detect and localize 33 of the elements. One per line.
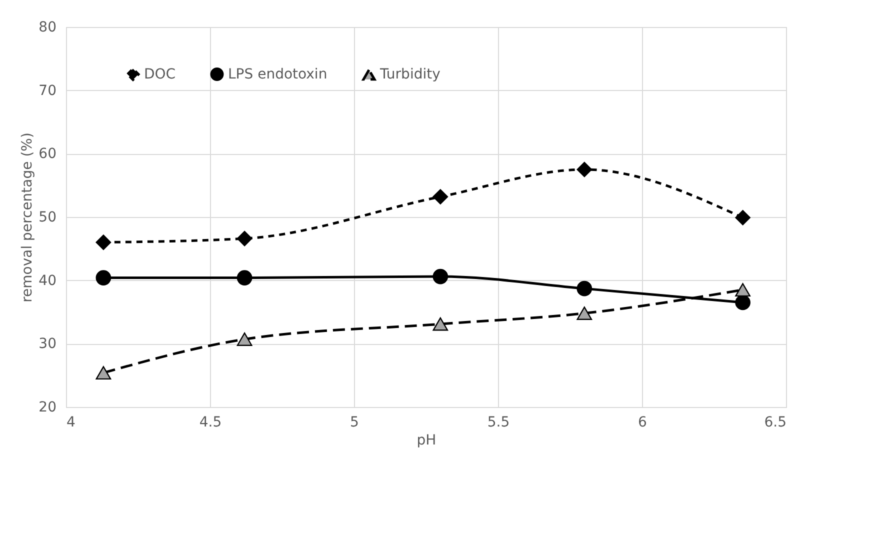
legend-label: LPS endotoxin (228, 66, 328, 82)
y-tick-label: 60 (38, 146, 56, 162)
point (735, 283, 750, 297)
x-tick-label: 5 (350, 414, 359, 430)
y-tick-label: 80 (38, 20, 56, 36)
y-tick-label: 50 (38, 210, 56, 226)
point (432, 268, 448, 284)
point (576, 306, 592, 320)
legend-label: Turbidity (379, 66, 440, 83)
point (236, 332, 252, 346)
y-tick-label: 20 (38, 400, 56, 416)
y-tick-label: 70 (38, 82, 56, 99)
x-tick-label: 4 (66, 414, 76, 430)
point (576, 280, 592, 296)
y-tick-label: 30 (38, 336, 56, 352)
x-tick-label: 5.5 (487, 414, 510, 430)
point (236, 270, 252, 286)
point (576, 162, 592, 178)
x-tick-label: 4.5 (199, 414, 222, 430)
point (96, 234, 112, 250)
point (236, 230, 252, 246)
point (735, 210, 750, 226)
point (96, 366, 112, 380)
x-tick-label: 6.5 (764, 414, 786, 430)
legend-label: DOC (144, 66, 176, 82)
y-axis-title: removal percentage (%) (20, 132, 36, 302)
y-tick-label: 40 (38, 272, 56, 289)
point (96, 270, 112, 286)
x-tick-label: 6 (638, 414, 648, 430)
point (432, 317, 448, 331)
point (735, 294, 750, 310)
x-axis-title: pH (416, 432, 436, 448)
point (432, 189, 448, 204)
